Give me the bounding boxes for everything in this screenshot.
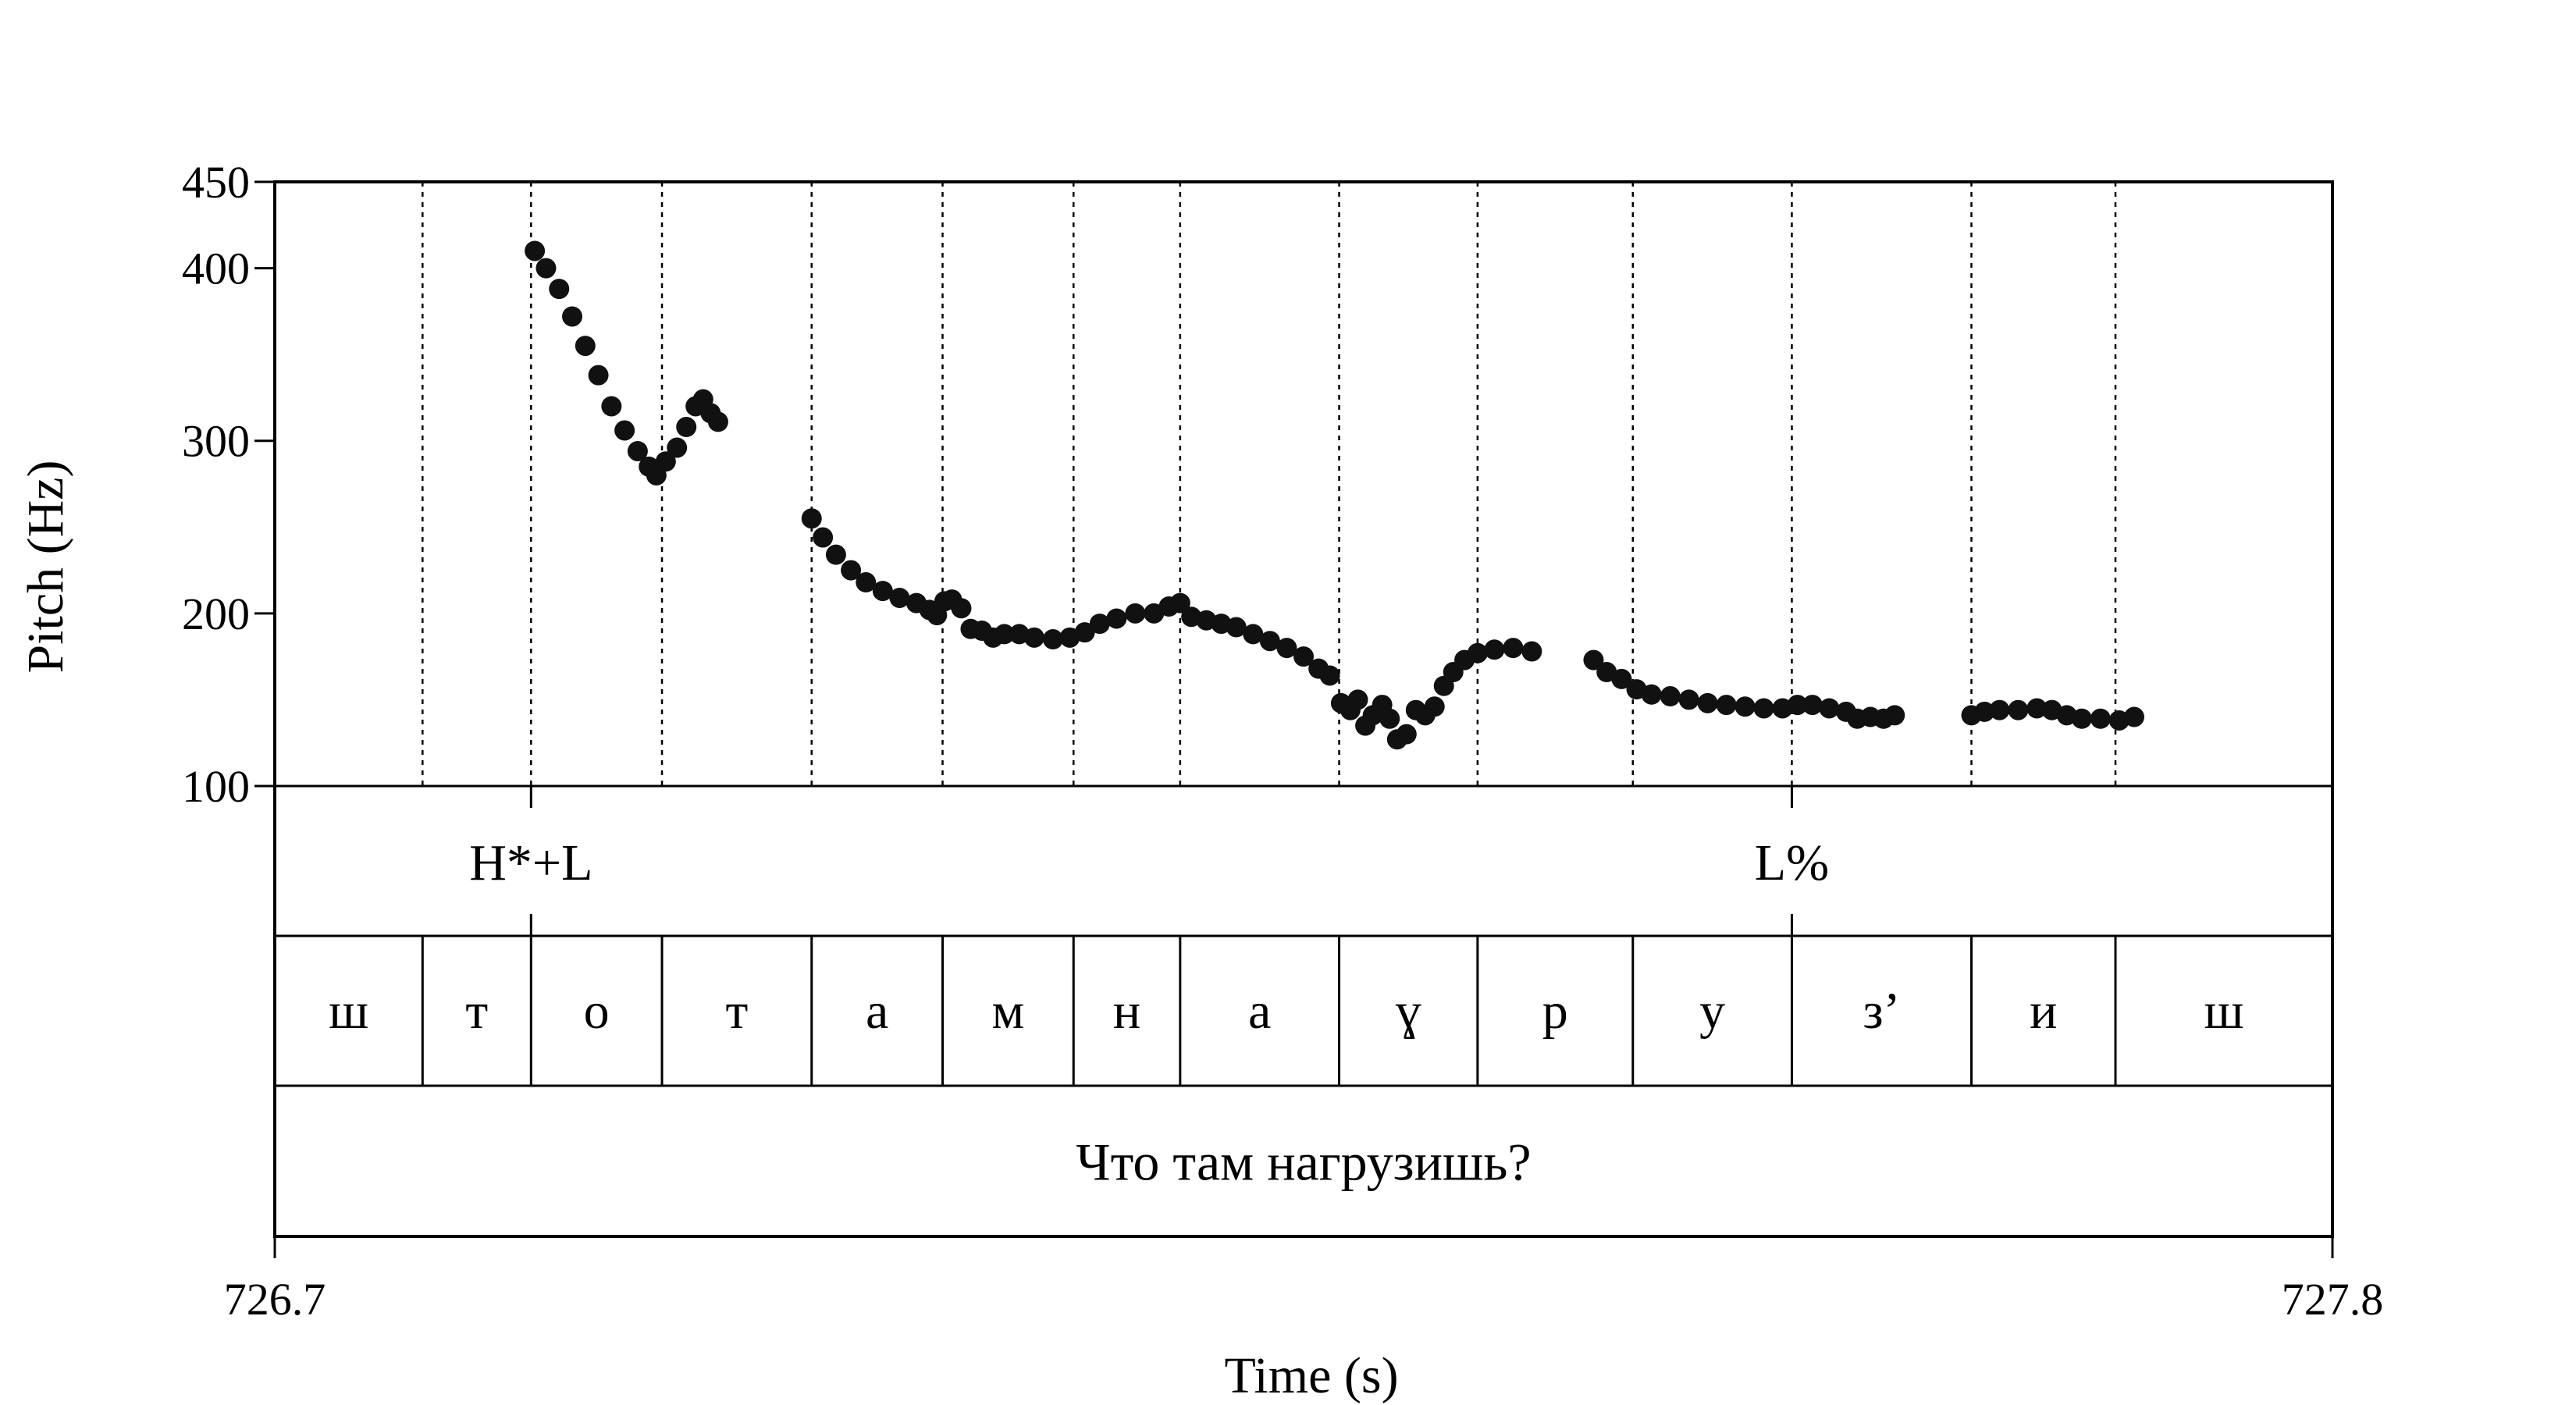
- pitch-point: [707, 411, 728, 432]
- pitch-point: [994, 624, 1015, 645]
- pitch-point: [601, 396, 622, 417]
- pitch-point: [1678, 689, 1699, 710]
- pitch-point: [2008, 699, 2029, 720]
- pitch-point: [2026, 698, 2048, 719]
- pitch-track: [525, 240, 2144, 750]
- pitch-point: [614, 420, 635, 441]
- pitch-point: [872, 581, 893, 602]
- tone-label: H*+L: [469, 834, 592, 891]
- pitch-point: [1484, 639, 1505, 660]
- segment-label: м: [991, 983, 1024, 1040]
- segment-label: а: [1248, 983, 1271, 1040]
- pitch-point: [1276, 638, 1297, 659]
- pitch-point: [1106, 608, 1127, 629]
- pitch-point: [856, 572, 877, 593]
- pitch-point: [1641, 684, 1662, 705]
- pitch-point: [1169, 592, 1190, 614]
- pitch-point: [1660, 686, 1681, 707]
- plot-frame: [273, 180, 2334, 1238]
- pitch-point: [562, 306, 583, 327]
- y-axis: 100 200 300 400 450: [182, 157, 275, 812]
- pitch-point: [549, 279, 570, 300]
- x-axis: 726.7 727.8: [224, 1236, 2384, 1325]
- pitch-point: [841, 560, 862, 581]
- pitch-point: [951, 598, 972, 619]
- pitch-point: [801, 508, 822, 529]
- pitch-point: [667, 437, 688, 458]
- pitch-point: [889, 587, 910, 608]
- pitch-point: [1042, 629, 1063, 650]
- pitch-point: [2123, 706, 2144, 727]
- segment-label: о: [584, 983, 610, 1040]
- segment-tier: ш т о т а м н а ɣ р у з’ и ш: [329, 936, 2243, 1086]
- segment-label: ɣ: [1396, 983, 1421, 1040]
- pitch-point: [1716, 695, 1737, 716]
- pitch-point: [1787, 695, 1808, 716]
- pitch-point: [1802, 695, 1823, 716]
- pitch-point: [1819, 698, 1840, 719]
- pitch-point: [588, 365, 609, 386]
- pitch-point: [1089, 614, 1110, 635]
- y-tick-label: 400: [182, 244, 250, 294]
- pitch-point: [813, 527, 834, 548]
- pitch-point: [825, 544, 846, 565]
- tier-lines: [273, 180, 2334, 1238]
- pitch-point: [676, 417, 697, 438]
- x-tick-label: 726.7: [224, 1274, 326, 1325]
- pitch-point: [1319, 665, 1340, 686]
- interval-boundary-lines: [422, 182, 2117, 786]
- y-tick-label: 200: [182, 589, 250, 639]
- pitch-point: [1989, 699, 2010, 720]
- tone-tier: H*+L L%: [469, 786, 1829, 936]
- x-tick-label: 727.8: [2282, 1274, 2384, 1325]
- pitch-point: [1023, 627, 1044, 648]
- pitch-point: [2071, 708, 2092, 729]
- pitch-point: [1125, 603, 1146, 624]
- pitch-point: [1347, 689, 1368, 710]
- pitch-point: [1611, 668, 1632, 689]
- pitch-point: [1583, 649, 1604, 670]
- segment-label: н: [1113, 983, 1140, 1040]
- pitch-point: [1259, 631, 1280, 652]
- segment-label: ш: [329, 983, 368, 1040]
- pitch-point: [1396, 724, 1417, 745]
- pitch-point: [1293, 646, 1314, 667]
- pitch-point: [1243, 624, 1264, 645]
- segment-label: а: [866, 983, 888, 1040]
- pitch-point: [1521, 641, 1542, 662]
- pitch-point: [1424, 696, 1445, 717]
- segment-label: р: [1542, 983, 1568, 1040]
- x-axis-label: Time (s): [1224, 1347, 1398, 1404]
- segment-label: ш: [2204, 983, 2244, 1040]
- segment-label: и: [2030, 983, 2057, 1040]
- pitch-point: [1226, 617, 1247, 638]
- sentence-label: Что там нагрузишь?: [1076, 1133, 1531, 1192]
- pitch-point: [1884, 705, 1905, 726]
- segment-label: т: [465, 983, 488, 1040]
- pitch-point: [2090, 708, 2111, 729]
- pitch-point: [525, 240, 546, 261]
- y-tick-label: 100: [182, 761, 250, 812]
- pitch-point: [575, 336, 596, 357]
- pitch-point: [655, 451, 676, 472]
- y-tick-label: 300: [182, 416, 250, 467]
- pitch-point: [1074, 622, 1095, 643]
- tone-label: L%: [1755, 834, 1829, 891]
- segment-label: т: [725, 983, 748, 1040]
- pitch-point: [1735, 696, 1756, 717]
- pitch-point: [627, 440, 648, 461]
- y-axis-label: Pitch (Hz): [17, 460, 74, 673]
- pitch-point: [1753, 698, 1774, 719]
- pitch-point: [1697, 692, 1718, 713]
- pitch-point: [1379, 708, 1400, 729]
- segment-label: з’: [1863, 983, 1900, 1040]
- segment-label: у: [1699, 983, 1725, 1040]
- pitch-point: [535, 258, 557, 279]
- pitch-point: [1503, 638, 1524, 659]
- pitch-point: [1974, 701, 1995, 722]
- y-tick-label: 450: [182, 157, 250, 208]
- pitch-point: [1467, 642, 1488, 663]
